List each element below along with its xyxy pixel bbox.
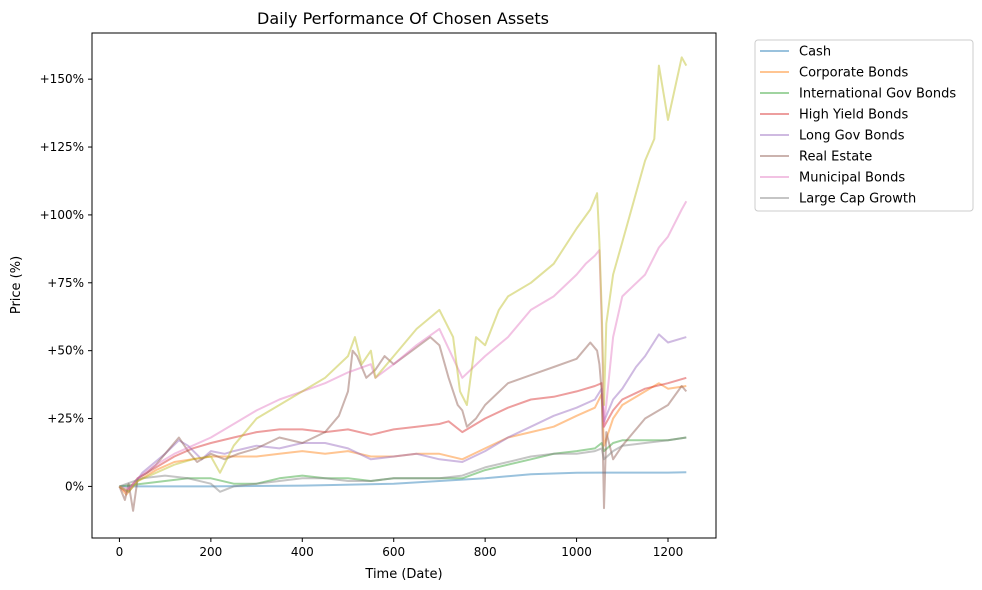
- y-axis: 0% +25% +50% +75% +100% +125% +150%: [40, 72, 92, 493]
- y-tick-label: +75%: [47, 276, 84, 290]
- y-tick-label: +100%: [40, 208, 84, 222]
- legend-label-real-estate: Real Estate: [799, 150, 872, 165]
- legend-label-long-gov-bonds: Long Gov Bonds: [799, 129, 905, 144]
- y-tick-label: +25%: [47, 412, 84, 426]
- legend-label-large-cap-growth: Large Cap Growth: [799, 192, 916, 207]
- y-tick-label: +125%: [40, 140, 84, 154]
- series-line-long-gov-bonds: [118, 333, 687, 493]
- series-line-corporate-bonds: [118, 382, 687, 496]
- legend-label-international-gov-bonds: International Gov Bonds: [799, 87, 956, 102]
- plot-area: 0 200 400 600 800 1000 1200 0% +25% +50% +75% +100…: [40, 32, 717, 559]
- x-tick-label: 200: [199, 545, 222, 559]
- series-line-high-yield-bonds: [118, 376, 687, 493]
- series-line-unlabeled: [118, 56, 688, 493]
- y-axis-label: Price (%): [9, 256, 24, 314]
- legend-label-municipal-bonds: Municipal Bonds: [799, 171, 905, 186]
- legend-label-corporate-bonds: Corporate Bonds: [799, 66, 908, 81]
- x-tick-label: 800: [474, 545, 497, 559]
- x-tick-label: 600: [382, 545, 405, 559]
- plot-frame: [91, 32, 717, 539]
- x-axis: 0 200 400 600 800 1000 1200: [116, 538, 684, 559]
- series-line-large-cap-growth: [119, 436, 687, 493]
- x-tick-label: 0: [116, 545, 124, 559]
- y-tick-label: 0%: [65, 479, 84, 493]
- legend: Cash Corporate Bonds International Gov Bon…: [754, 39, 974, 212]
- x-tick-label: 1000: [561, 545, 592, 559]
- series-line-cash: [119, 471, 687, 488]
- legend-label-cash: Cash: [799, 45, 831, 60]
- x-tick-label: 1200: [653, 545, 684, 559]
- x-axis-label: Time (Date): [364, 567, 442, 582]
- y-tick-label: +50%: [47, 344, 84, 358]
- series-line-international-gov-bonds: [119, 436, 687, 488]
- series-layer: [118, 56, 688, 512]
- legend-label-high-yield-bonds: High Yield Bonds: [799, 108, 908, 123]
- chart-title: Daily Performance Of Chosen Assets: [257, 9, 549, 28]
- series-line-municipal-bonds: [119, 200, 688, 491]
- series-line-real-estate: [118, 336, 688, 512]
- legend-frame: [754, 39, 974, 212]
- y-tick-label: +150%: [40, 72, 84, 86]
- x-tick-label: 400: [291, 545, 314, 559]
